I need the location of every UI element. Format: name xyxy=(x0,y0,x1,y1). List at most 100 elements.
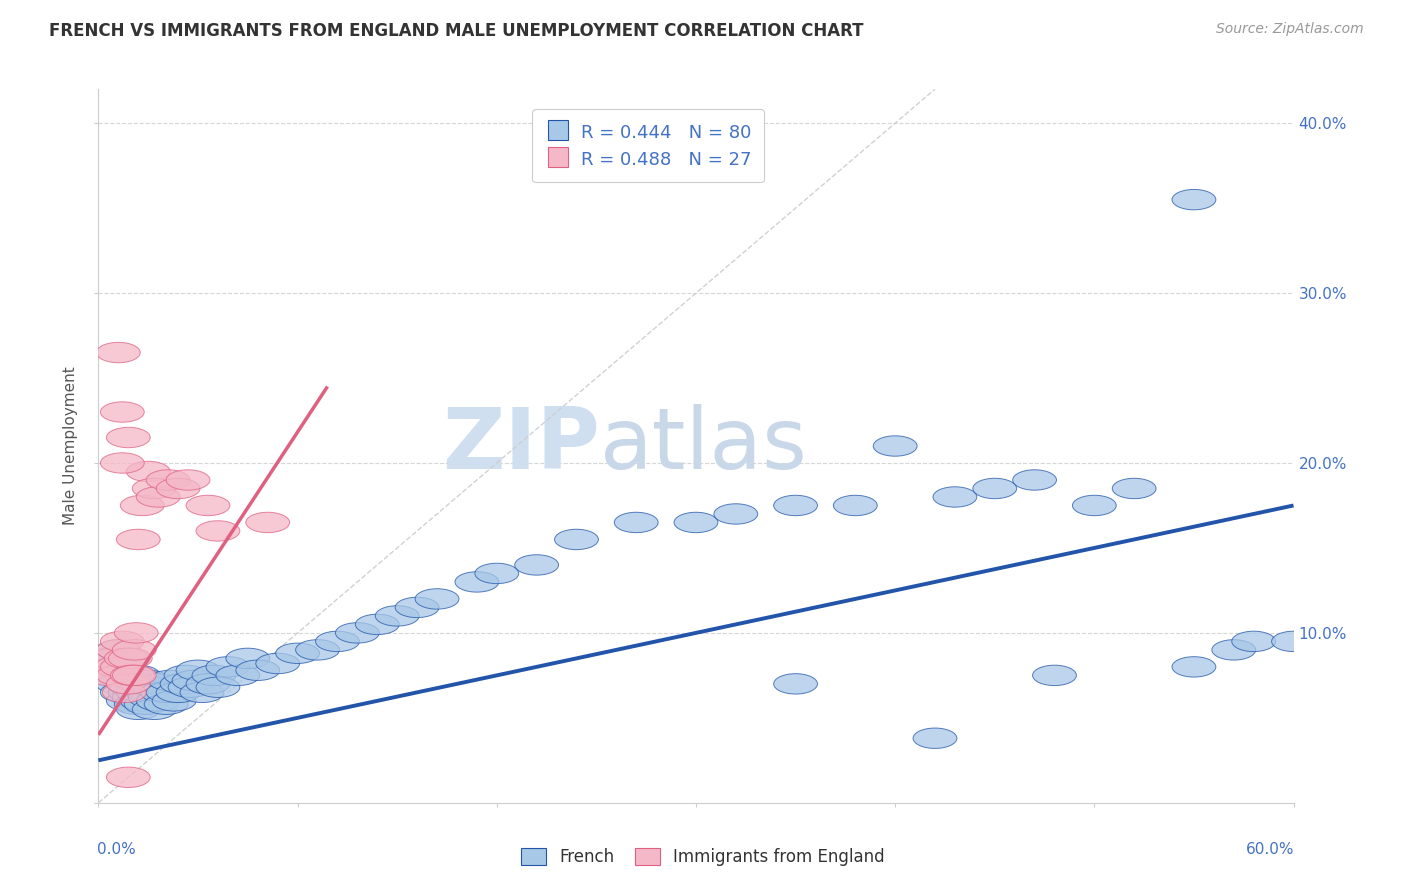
Ellipse shape xyxy=(315,632,360,651)
Ellipse shape xyxy=(100,657,145,677)
Ellipse shape xyxy=(100,657,145,677)
Ellipse shape xyxy=(107,690,150,711)
Ellipse shape xyxy=(236,660,280,681)
Ellipse shape xyxy=(1112,478,1156,499)
Ellipse shape xyxy=(172,670,217,690)
Ellipse shape xyxy=(104,665,148,686)
Ellipse shape xyxy=(93,665,136,686)
Ellipse shape xyxy=(107,427,150,448)
Ellipse shape xyxy=(176,660,219,681)
Ellipse shape xyxy=(1212,640,1256,660)
Text: ZIP: ZIP xyxy=(443,404,600,488)
Ellipse shape xyxy=(226,648,270,669)
Ellipse shape xyxy=(141,682,184,703)
Ellipse shape xyxy=(515,555,558,575)
Ellipse shape xyxy=(1271,632,1316,651)
Ellipse shape xyxy=(195,521,240,541)
Ellipse shape xyxy=(714,504,758,524)
Ellipse shape xyxy=(112,640,156,660)
Ellipse shape xyxy=(554,529,599,549)
Ellipse shape xyxy=(207,657,250,677)
Ellipse shape xyxy=(169,677,212,698)
Ellipse shape xyxy=(103,682,146,703)
Ellipse shape xyxy=(136,673,180,694)
Ellipse shape xyxy=(256,653,299,673)
Ellipse shape xyxy=(415,589,458,609)
Ellipse shape xyxy=(356,615,399,634)
Ellipse shape xyxy=(132,478,176,499)
Ellipse shape xyxy=(112,670,156,690)
Ellipse shape xyxy=(773,495,817,516)
Ellipse shape xyxy=(111,665,155,686)
Ellipse shape xyxy=(180,682,224,703)
Ellipse shape xyxy=(124,694,169,714)
Ellipse shape xyxy=(1012,470,1056,491)
Ellipse shape xyxy=(87,648,131,669)
Ellipse shape xyxy=(145,694,188,714)
Ellipse shape xyxy=(1232,632,1275,651)
Ellipse shape xyxy=(114,694,159,714)
Ellipse shape xyxy=(121,690,165,711)
Ellipse shape xyxy=(673,512,718,533)
Ellipse shape xyxy=(117,682,160,703)
Ellipse shape xyxy=(107,673,150,694)
Ellipse shape xyxy=(934,487,977,508)
Ellipse shape xyxy=(146,682,190,703)
Ellipse shape xyxy=(246,512,290,533)
Ellipse shape xyxy=(395,598,439,617)
Ellipse shape xyxy=(146,470,190,491)
Text: Source: ZipAtlas.com: Source: ZipAtlas.com xyxy=(1216,22,1364,37)
Ellipse shape xyxy=(108,682,152,703)
Ellipse shape xyxy=(295,640,339,660)
Ellipse shape xyxy=(165,665,208,686)
Ellipse shape xyxy=(117,699,160,720)
Ellipse shape xyxy=(97,665,141,686)
Ellipse shape xyxy=(107,648,150,669)
Ellipse shape xyxy=(186,495,231,516)
Ellipse shape xyxy=(97,343,141,363)
Ellipse shape xyxy=(117,665,160,686)
Ellipse shape xyxy=(100,453,145,473)
Ellipse shape xyxy=(973,478,1017,499)
Ellipse shape xyxy=(1173,189,1216,210)
Ellipse shape xyxy=(186,673,231,694)
Ellipse shape xyxy=(100,401,145,422)
Legend: R = 0.444   N = 80, R = 0.488   N = 27: R = 0.444 N = 80, R = 0.488 N = 27 xyxy=(533,109,763,182)
Ellipse shape xyxy=(97,640,141,660)
Ellipse shape xyxy=(112,665,156,686)
Ellipse shape xyxy=(128,687,172,707)
Ellipse shape xyxy=(912,728,957,748)
Ellipse shape xyxy=(100,682,145,703)
Ellipse shape xyxy=(456,572,499,592)
Ellipse shape xyxy=(97,640,141,660)
Ellipse shape xyxy=(773,673,817,694)
Ellipse shape xyxy=(834,495,877,516)
Ellipse shape xyxy=(166,470,209,491)
Ellipse shape xyxy=(108,648,152,669)
Ellipse shape xyxy=(100,632,145,651)
Ellipse shape xyxy=(114,623,159,643)
Ellipse shape xyxy=(121,673,165,694)
Ellipse shape xyxy=(127,682,170,703)
Ellipse shape xyxy=(193,665,236,686)
Ellipse shape xyxy=(156,478,200,499)
Ellipse shape xyxy=(152,690,195,711)
Ellipse shape xyxy=(127,461,170,482)
Ellipse shape xyxy=(1173,657,1216,677)
Ellipse shape xyxy=(90,648,135,669)
Ellipse shape xyxy=(475,563,519,583)
Ellipse shape xyxy=(127,670,170,690)
Text: atlas: atlas xyxy=(600,404,808,488)
Text: FRENCH VS IMMIGRANTS FROM ENGLAND MALE UNEMPLOYMENT CORRELATION CHART: FRENCH VS IMMIGRANTS FROM ENGLAND MALE U… xyxy=(49,22,863,40)
Ellipse shape xyxy=(1032,665,1077,686)
Ellipse shape xyxy=(111,677,155,698)
Y-axis label: Male Unemployment: Male Unemployment xyxy=(63,367,79,525)
Ellipse shape xyxy=(132,677,176,698)
Ellipse shape xyxy=(107,673,150,694)
Ellipse shape xyxy=(107,767,150,788)
Ellipse shape xyxy=(112,687,156,707)
Ellipse shape xyxy=(156,682,200,703)
Ellipse shape xyxy=(160,673,204,694)
Ellipse shape xyxy=(94,657,138,677)
Ellipse shape xyxy=(136,487,180,508)
